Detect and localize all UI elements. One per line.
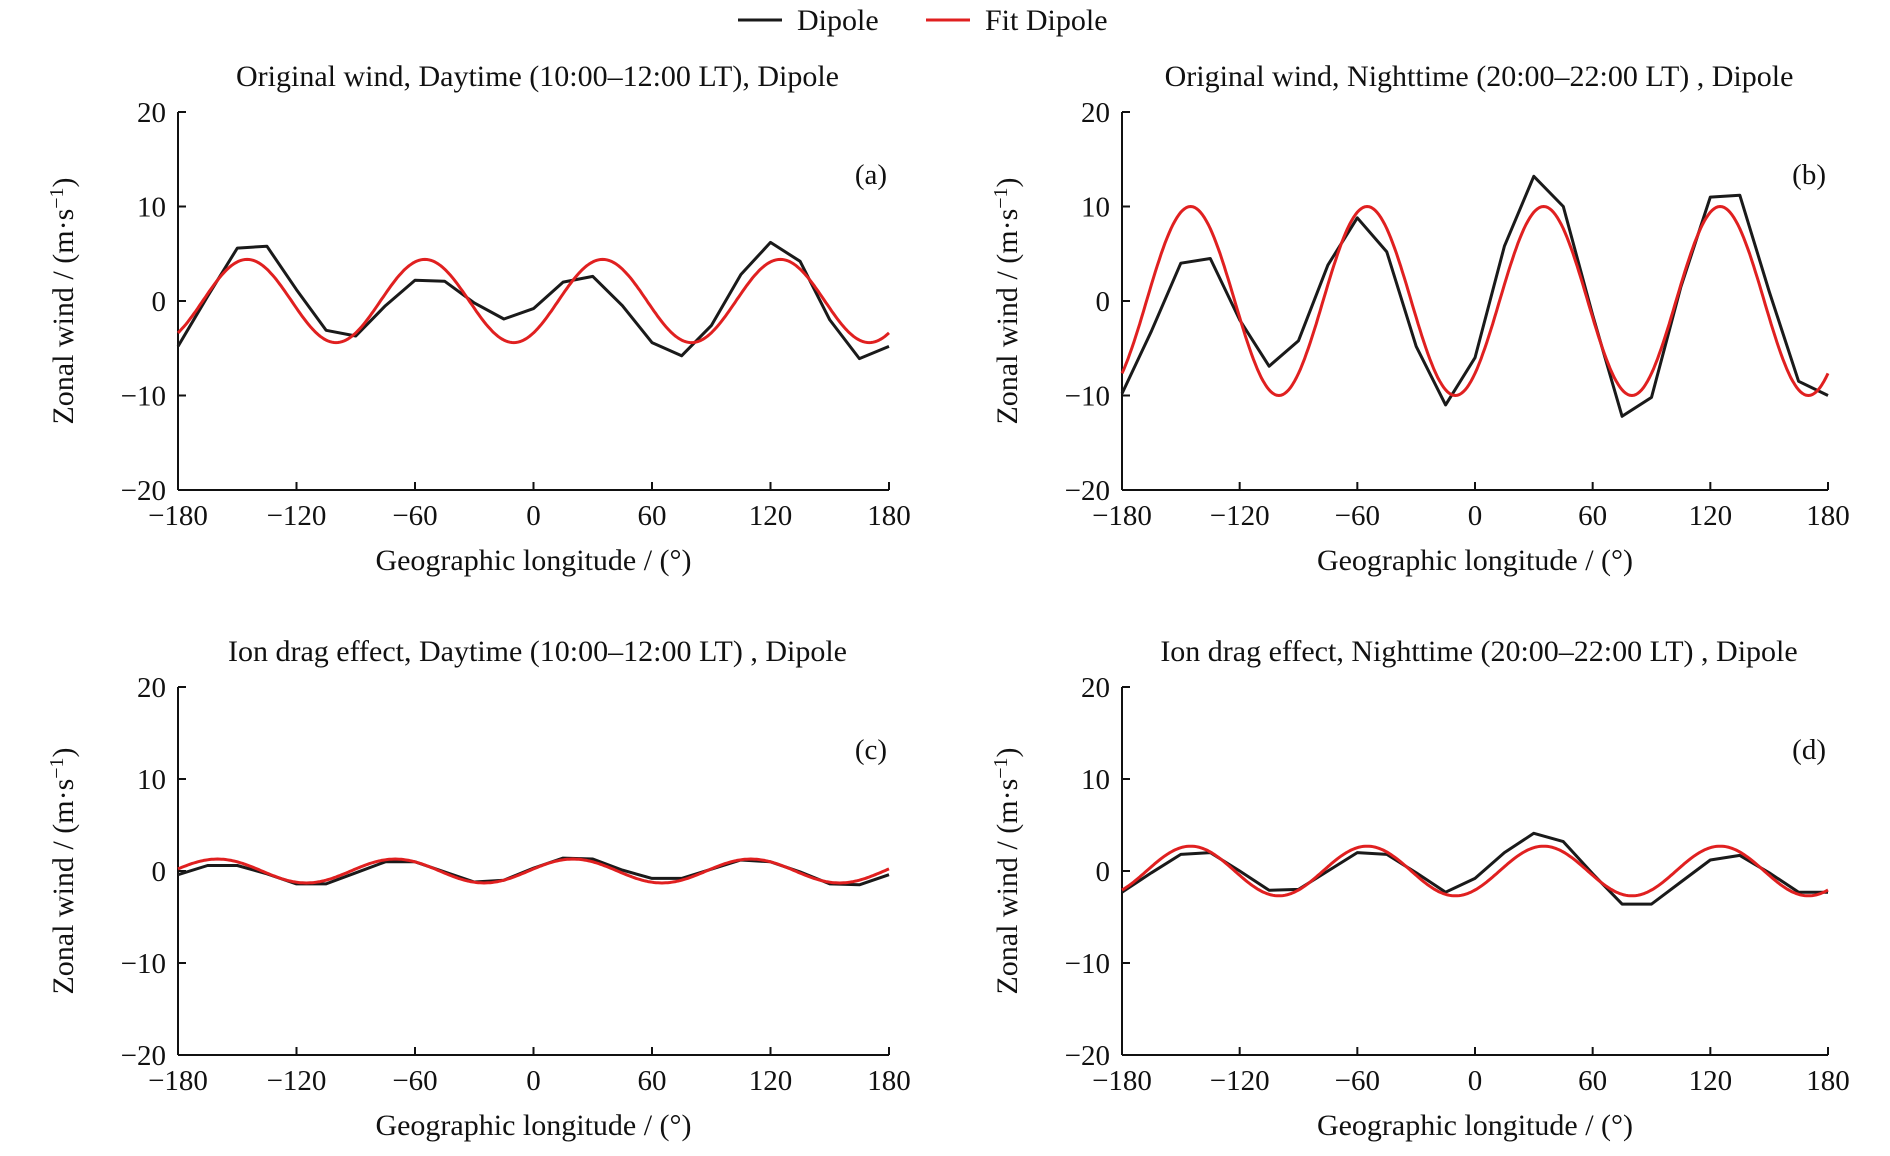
y-tick-label: −10 <box>121 948 166 980</box>
y-tick-label: 10 <box>1081 764 1110 796</box>
y-axis-label-end: ) <box>991 177 1024 187</box>
x-tick-label: 60 <box>1578 500 1607 532</box>
y-tick-label: −20 <box>121 1040 166 1072</box>
panel-title: Ion drag effect, Nighttime (20:00‒22:00 … <box>1160 635 1797 668</box>
y-tick-label: 10 <box>1081 192 1110 224</box>
x-tick-label: −60 <box>392 500 437 532</box>
panel-tag: (d) <box>1792 734 1826 766</box>
x-tick-label: −120 <box>1210 500 1270 532</box>
y-axis-label-sup: −1 <box>990 757 1012 778</box>
x-tick-label: 120 <box>749 1065 793 1097</box>
x-tick-label: −180 <box>148 1065 208 1097</box>
y-tick-label: 0 <box>1096 856 1111 888</box>
y-tick-label: −10 <box>1065 381 1110 413</box>
panels: Original wind, Daytime (10:00‒12:00 LT),… <box>46 60 1850 1142</box>
y-tick-label: −20 <box>1065 1040 1110 1072</box>
panel-3: Ion drag effect, Daytime (10:00‒12:00 LT… <box>46 635 911 1142</box>
x-tick-label: 120 <box>749 500 793 532</box>
y-tick-label: 20 <box>1081 672 1110 704</box>
panel-tag: (a) <box>855 159 887 191</box>
y-tick-label: −10 <box>1065 948 1110 980</box>
panel-4: Ion drag effect, Nighttime (20:00‒22:00 … <box>990 635 1850 1142</box>
y-tick-label: −10 <box>121 381 166 413</box>
panel-title: Original wind, Daytime (10:00‒12:00 LT),… <box>236 60 839 93</box>
x-tick-label: 60 <box>638 1065 667 1097</box>
y-axis-label: Zonal wind / (m·s−1) <box>990 177 1024 424</box>
y-tick-label: −20 <box>121 475 166 507</box>
panel-tag: (c) <box>855 734 887 766</box>
x-tick-label: 0 <box>526 1065 541 1097</box>
y-tick-label: 10 <box>137 192 166 224</box>
x-tick-label: 120 <box>1689 500 1733 532</box>
x-tick-label: −120 <box>1210 1065 1270 1097</box>
y-axis-label-end: ) <box>47 747 80 757</box>
x-tick-label: 120 <box>1689 1065 1733 1097</box>
x-axis-label: Geographic longitude / (°) <box>375 544 691 577</box>
x-tick-label: 0 <box>1468 500 1483 532</box>
y-axis-label-main: Zonal wind / (m·s <box>47 209 80 425</box>
y-axis-label-main: Zonal wind / (m·s <box>991 209 1024 425</box>
series-dipole-line <box>1120 174 1829 418</box>
series-dipole-line <box>176 240 890 361</box>
series-fit-dipole-line <box>1120 205 1830 397</box>
panel-title: Ion drag effect, Daytime (10:00‒12:00 LT… <box>228 635 847 668</box>
x-axis-label: Geographic longitude / (°) <box>1317 544 1633 577</box>
x-tick-label: −180 <box>1092 500 1152 532</box>
panel-1: Original wind, Daytime (10:00‒12:00 LT),… <box>46 60 911 577</box>
x-axis-label: Geographic longitude / (°) <box>375 1109 691 1142</box>
y-tick-label: 0 <box>152 286 167 318</box>
x-tick-label: 0 <box>526 500 541 532</box>
x-axis-label: Geographic longitude / (°) <box>1317 1109 1633 1142</box>
panel-title: Original wind, Nighttime (20:00‒22:00 LT… <box>1165 60 1794 93</box>
y-axis-label-main: Zonal wind / (m·s <box>47 779 80 995</box>
y-axis-label: Zonal wind / (m·s−1) <box>46 747 80 994</box>
y-axis-label-end: ) <box>47 177 80 187</box>
x-tick-label: 60 <box>1578 1065 1607 1097</box>
y-tick-label: 0 <box>1096 286 1111 318</box>
panel-tag: (b) <box>1792 159 1826 191</box>
x-tick-label: 180 <box>867 500 911 532</box>
y-tick-label: 20 <box>1081 97 1110 129</box>
x-tick-label: 180 <box>867 1065 911 1097</box>
x-tick-label: −180 <box>148 500 208 532</box>
y-axis-label-end: ) <box>991 747 1024 757</box>
legend-dipole-label: Dipole <box>797 4 879 37</box>
x-tick-label: 0 <box>1468 1065 1483 1097</box>
y-tick-label: 10 <box>137 764 166 796</box>
legend: Dipole Fit Dipole <box>738 4 1108 37</box>
x-tick-label: −120 <box>267 500 327 532</box>
x-tick-label: −180 <box>1092 1065 1152 1097</box>
x-tick-label: 180 <box>1806 500 1850 532</box>
x-tick-label: −60 <box>392 1065 437 1097</box>
y-tick-label: 0 <box>152 856 167 888</box>
x-tick-label: −60 <box>1335 500 1380 532</box>
y-axis-label-sup: −1 <box>46 757 68 778</box>
series-fit-dipole-line <box>176 257 890 345</box>
x-tick-label: −60 <box>1335 1065 1380 1097</box>
legend-fit-dipole-label: Fit Dipole <box>985 4 1108 37</box>
y-axis-label-sup: −1 <box>46 187 68 208</box>
y-axis-label: Zonal wind / (m·s−1) <box>990 747 1024 994</box>
y-axis-label: Zonal wind / (m·s−1) <box>46 177 80 424</box>
x-tick-label: 60 <box>638 500 667 532</box>
y-axis-label-sup: −1 <box>990 187 1012 208</box>
series-fit-dipole-line <box>1121 844 1829 898</box>
x-tick-label: −120 <box>267 1065 327 1097</box>
y-axis-label-main: Zonal wind / (m·s <box>991 779 1024 995</box>
series-fit-dipole-line <box>177 857 890 885</box>
y-tick-label: −20 <box>1065 475 1110 507</box>
x-tick-label: 180 <box>1806 1065 1850 1097</box>
y-tick-label: 20 <box>137 672 166 704</box>
panel-2: Original wind, Nighttime (20:00‒22:00 LT… <box>990 60 1850 577</box>
series-dipole-line <box>1121 831 1828 906</box>
y-tick-label: 20 <box>137 97 166 129</box>
